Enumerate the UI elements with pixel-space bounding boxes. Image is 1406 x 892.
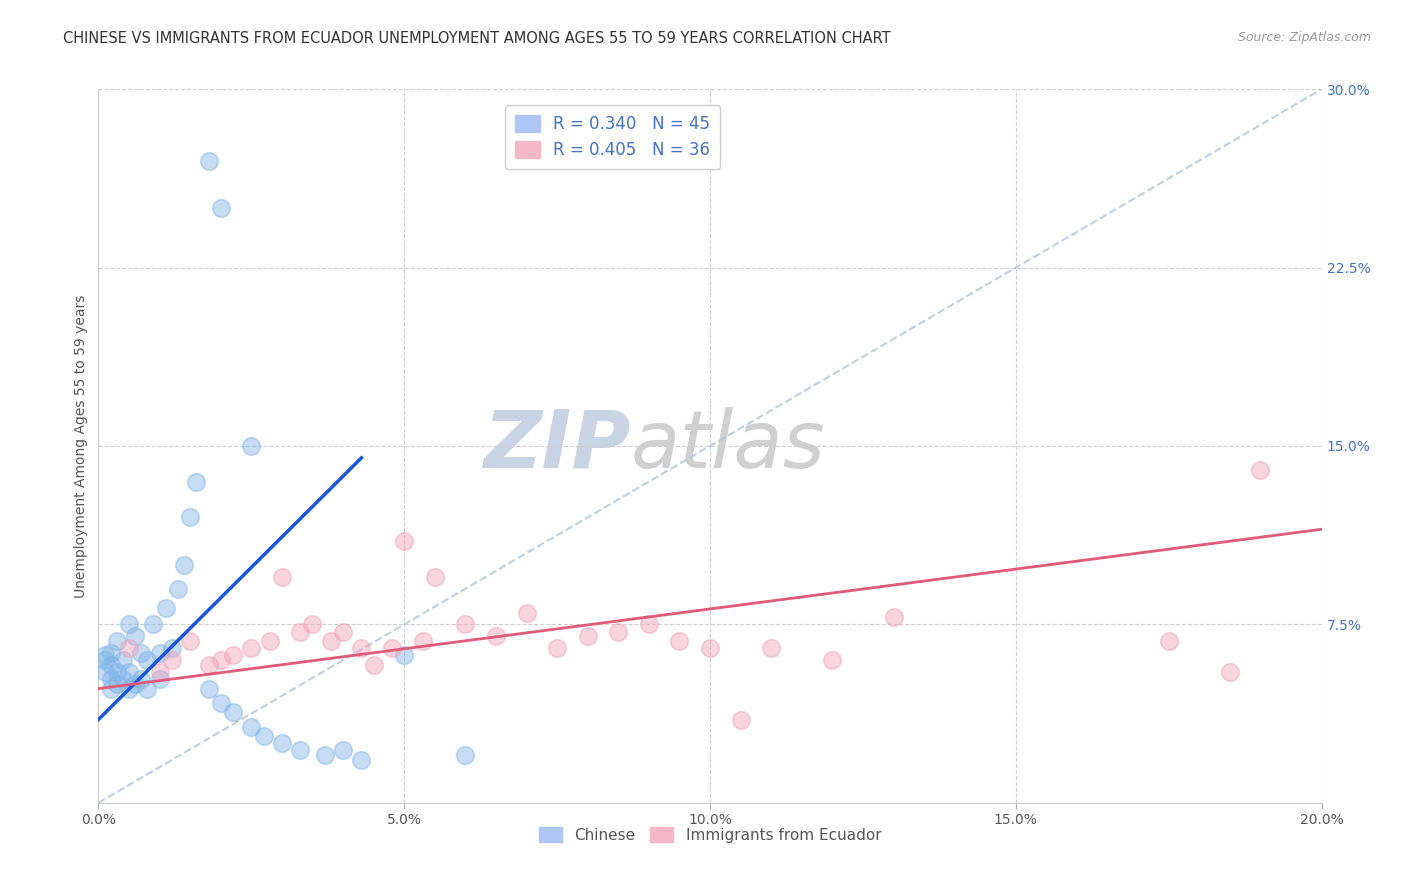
Point [222,706,245,720]
Text: CHINESE VS IMMIGRANTS FROM ECUADOR UNEMPLOYMENT AMONG AGES 55 TO 59 YEARS CORREL: CHINESE VS IMMIGRANTS FROM ECUADOR UNEMP… [63,31,891,46]
Point [270,736,292,750]
Point [118,641,141,656]
Point [699,641,721,656]
Legend: Chinese, Immigrants from Ecuador: Chinese, Immigrants from Ecuador [533,821,887,848]
Point [576,629,599,643]
Point [381,641,404,656]
Point [1219,665,1241,679]
Point [160,653,183,667]
Point [100,681,122,696]
Point [240,720,263,734]
Point [240,439,263,453]
Point [105,634,128,648]
Point [412,634,434,648]
Point [93,648,115,663]
Point [240,641,263,656]
Point [668,634,690,648]
Point [332,743,354,757]
Point [1157,634,1180,648]
Point [392,534,416,549]
Point [118,665,141,679]
Point [179,510,201,524]
Point [197,153,219,168]
Point [314,748,336,763]
Point [149,646,172,660]
Point [105,665,128,679]
Point [350,753,373,767]
Point [129,672,152,686]
Point [821,653,844,667]
Point [363,657,385,672]
Point [290,743,312,757]
Point [197,681,219,696]
Point [100,657,122,672]
Point [111,672,134,686]
Point [301,617,323,632]
Point [155,600,177,615]
Point [332,624,354,639]
Point [160,641,183,656]
Point [167,582,190,596]
Point [111,653,134,667]
Point [179,634,201,648]
Point [252,729,274,743]
Point [186,475,208,489]
Point [209,696,232,710]
Point [637,617,661,632]
Point [350,641,373,656]
Point [93,665,115,679]
Y-axis label: Unemployment Among Ages 55 to 59 years: Unemployment Among Ages 55 to 59 years [75,294,89,598]
Point [546,641,568,656]
Text: Source: ZipAtlas.com: Source: ZipAtlas.com [1237,31,1371,45]
Point [149,665,172,679]
Point [100,646,122,660]
Point [105,677,128,691]
Text: atlas: atlas [630,407,825,485]
Point [136,681,159,696]
Point [423,570,446,584]
Point [142,617,165,632]
Point [270,570,292,584]
Point [209,653,232,667]
Point [197,657,219,672]
Point [516,606,538,620]
Point [485,629,508,643]
Point [93,653,115,667]
Point [259,634,281,648]
Point [1249,463,1271,477]
Point [173,558,195,572]
Point [883,610,905,624]
Point [124,677,146,691]
Point [392,648,416,663]
Point [290,624,312,639]
Point [129,646,152,660]
Point [118,681,141,696]
Point [209,201,232,215]
Point [759,641,782,656]
Point [607,624,630,639]
Point [100,672,122,686]
Point [222,648,245,663]
Point [118,617,141,632]
Point [730,713,752,727]
Text: ZIP: ZIP [484,407,630,485]
Point [136,653,159,667]
Point [124,629,146,643]
Point [454,748,477,763]
Point [454,617,477,632]
Point [149,672,172,686]
Point [319,634,342,648]
